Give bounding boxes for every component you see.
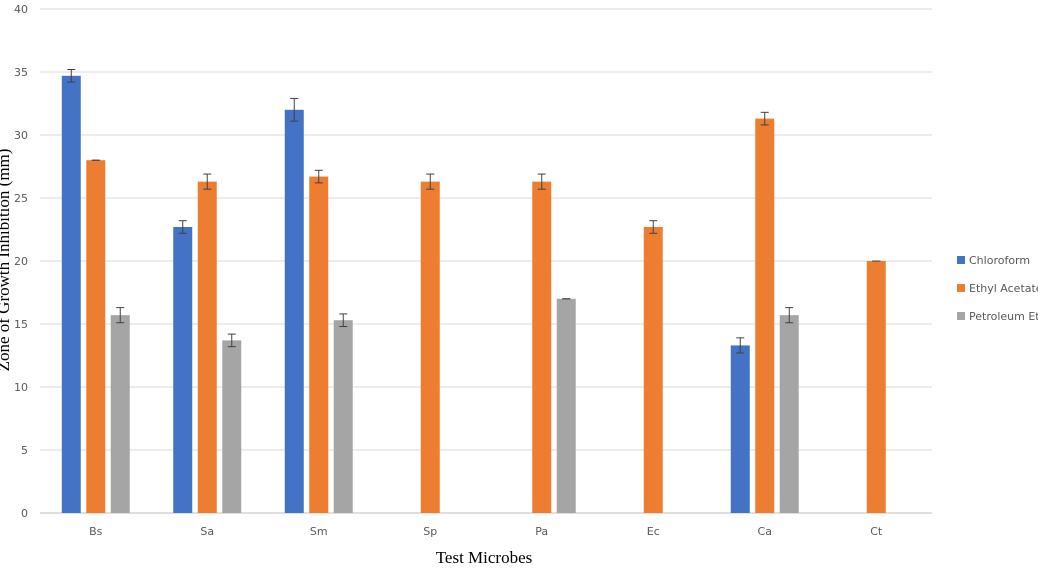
bar [866,261,886,513]
bar [532,181,552,513]
y-tick-label: 10 [14,381,28,394]
legend-swatch [957,312,965,320]
bar [556,298,576,513]
bar [420,181,440,513]
y-tick-label: 35 [14,66,28,79]
x-tick-label: Sp [423,525,437,538]
legend-swatch [957,256,965,264]
legend-label: Chloroform [969,254,1030,267]
y-tick-label: 40 [14,3,28,16]
y-axis-title: Zone of Growth Inhibition (mm) [0,149,13,372]
x-tick-label: Ct [870,525,883,538]
bar [730,345,750,513]
bar [284,109,304,514]
bar [222,340,242,513]
y-tick-label: 5 [21,444,28,457]
x-axis-title: Test Microbes [436,548,533,567]
y-tick-label: 15 [14,318,28,331]
bar [755,118,775,514]
bar [197,181,217,513]
bars [61,75,886,514]
x-tick-label: Sa [200,525,214,538]
bar [86,160,106,513]
y-axis-ticks: 0 5 10 15 20 25 30 35 40 [14,3,28,520]
legend-label: Ethyl Acetate [969,282,1038,295]
bar [643,226,663,514]
x-tick-label: Bs [89,525,103,538]
bar [173,226,193,514]
legend: Chloroform Ethyl Acetate Petroleum Ether [957,254,1038,323]
x-tick-label: Ca [758,525,772,538]
y-tick-label: 20 [14,255,28,268]
y-tick-label: 30 [14,129,28,142]
x-axis-ticks: Bs Sa Sm Sp Pa Ec Ca Ct [89,525,883,538]
legend-label: Petroleum Ether [969,310,1038,323]
bar [333,320,353,513]
y-tick-label: 0 [21,507,28,520]
bar [110,315,130,513]
bar [779,315,799,513]
bar [61,75,81,513]
y-tick-label: 25 [14,192,28,205]
bar [309,176,329,513]
x-tick-label: Pa [535,525,548,538]
x-tick-label: Ec [647,525,660,538]
x-tick-label: Sm [310,525,328,538]
error-bars [67,68,881,354]
legend-swatch [957,284,965,292]
